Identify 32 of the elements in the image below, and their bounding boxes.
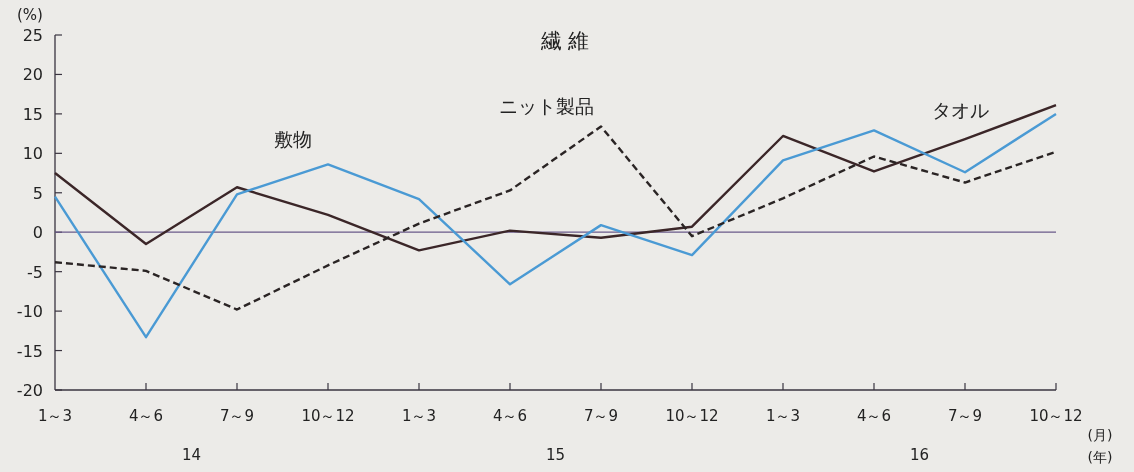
series-label: タオル xyxy=(931,99,989,122)
x-tick-label: 7～9 xyxy=(583,407,619,425)
y-tick-label: -20 xyxy=(16,381,43,400)
text: 15 xyxy=(545,446,566,464)
x-tick-label: 7～9 xyxy=(219,407,255,425)
x-tick-label: 10～12 xyxy=(301,407,355,425)
x-tick-label: 1～3 xyxy=(401,407,437,425)
text: 16 xyxy=(909,446,930,464)
text: 14 xyxy=(181,446,202,464)
x-tick-label: 7～9 xyxy=(947,407,983,425)
series-label: ニット製品 xyxy=(498,94,594,117)
x-tick-label: 4～6 xyxy=(856,407,892,425)
y-tick-label: 5 xyxy=(32,183,43,203)
y-tick-label: -10 xyxy=(16,302,43,322)
text: (月) xyxy=(1087,427,1113,443)
x-tick-label: 1～3 xyxy=(765,407,801,425)
series-label: 敷物 xyxy=(274,128,312,151)
y-tick-label: 0 xyxy=(32,223,43,243)
x-tick-label: 10～12 xyxy=(1029,407,1083,425)
y-tick-label: 15 xyxy=(22,104,43,124)
y-tick-label: 25 xyxy=(22,26,43,45)
y-tick-label: 10 xyxy=(22,144,43,164)
x-tick-label: 4～6 xyxy=(492,407,528,425)
y-tick-label: -15 xyxy=(16,341,43,361)
x-tick-label: 1～3 xyxy=(37,407,73,425)
y-tick-label: 20 xyxy=(22,65,43,85)
y-tick-label: -5 xyxy=(27,262,43,282)
text: (年) xyxy=(1087,449,1113,465)
y-axis-title: (%) xyxy=(17,6,43,24)
x-tick-label: 4～6 xyxy=(128,407,164,425)
x-tick-label: 10～12 xyxy=(665,407,719,425)
chart-title: 繊 維 xyxy=(539,29,590,53)
